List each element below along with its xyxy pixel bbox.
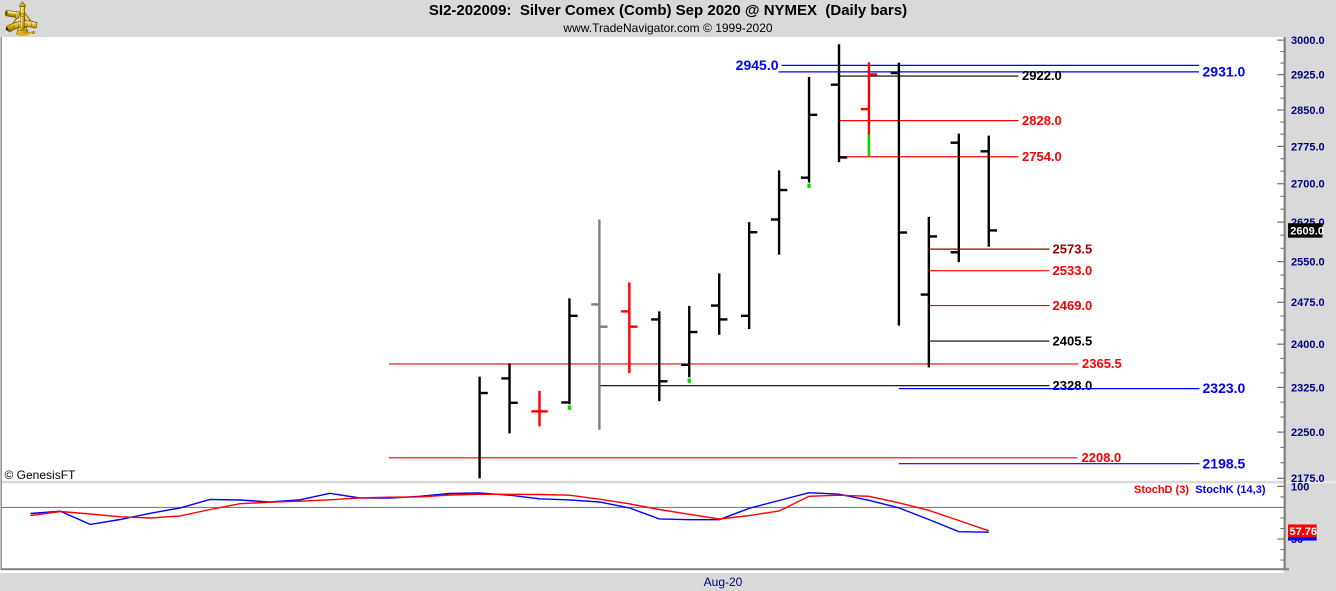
level-label: 2469.0 (1053, 298, 1093, 313)
level-label: 2328.0 (1053, 378, 1093, 393)
level-label: 2828.0 (1022, 113, 1062, 128)
stoch-panel-bottom-border (0, 568, 1289, 571)
price-axis-label: 2550.0 (1291, 256, 1325, 268)
title-block: SI2-202009: Silver Comex (Comb) Sep 2020… (0, 0, 1336, 35)
green-signal-marker (807, 183, 811, 189)
level-label: 2754.0 (1022, 149, 1062, 164)
panel-divider (1, 480, 1284, 484)
price-axis-label: 3000.0 (1291, 35, 1325, 47)
stoch-d-badge-value: 57.76 (1290, 526, 1318, 538)
stoch-d-legend: StochD (3) (1134, 484, 1189, 496)
price-axis-label: 2775.0 (1291, 141, 1325, 153)
level-label: 2365.5 (1082, 356, 1122, 371)
gold-sextant-icon (4, 1, 38, 36)
x-axis-month-label: Aug-20 (704, 575, 743, 589)
stoch-axis-label: 100 (1291, 481, 1309, 493)
price-axis-label: 2175.0 (1291, 473, 1325, 485)
gold-sextant-logo (3, 1, 39, 36)
level-label: 2323.0 (1203, 380, 1246, 396)
genesisft-copyright: © GenesisFT (5, 468, 77, 482)
price-axis-label: 2475.0 (1291, 297, 1325, 309)
level-label: 2533.0 (1053, 263, 1093, 278)
last-price-badge-value: 2609.0 (1290, 225, 1324, 237)
price-axis-label: 2400.0 (1291, 339, 1325, 351)
chart-header: SI2-202009: Silver Comex (Comb) Sep 2020… (0, 0, 1336, 37)
plot-left-border (0, 37, 2, 571)
level-label: 2208.0 (1082, 450, 1122, 465)
stoch-d-line (30, 493, 990, 532)
price-axis-line (1283, 37, 1286, 571)
price-axis-label: 2325.0 (1291, 382, 1325, 394)
price-axis-label: 2850.0 (1291, 105, 1325, 117)
level-label: 2198.5 (1203, 455, 1246, 471)
stoch-k-line (30, 491, 989, 533)
level-label: 2931.0 (1203, 63, 1246, 79)
x-axis-bar (0, 573, 1336, 591)
chart-subtitle: www.TradeNavigator.com © 1999-2020 (563, 21, 773, 35)
price-axis-label: 2700.0 (1291, 179, 1325, 191)
level-label: 2573.5 (1053, 241, 1093, 256)
last-price-badge (1288, 223, 1323, 238)
green-signal-marker (687, 378, 691, 383)
price-axis-gutter (1283, 37, 1336, 591)
panel-divider-gutter (1283, 480, 1336, 484)
chart-title: SI2-202009: Silver Comex (Comb) Sep 2020… (428, 2, 908, 19)
level-label: 2405.5 (1053, 333, 1093, 348)
price-axis-label: 2925.0 (1291, 70, 1325, 82)
stoch-k-legend: StochK (14,3) (1195, 484, 1266, 496)
level-label: 2922.0 (1022, 68, 1062, 83)
level-label: 2945.0 (736, 57, 779, 73)
stoch-d-badge (1288, 524, 1317, 538)
green-low-segment (867, 134, 871, 156)
green-signal-marker (567, 405, 572, 410)
price-axis-label: 2250.0 (1291, 427, 1325, 439)
